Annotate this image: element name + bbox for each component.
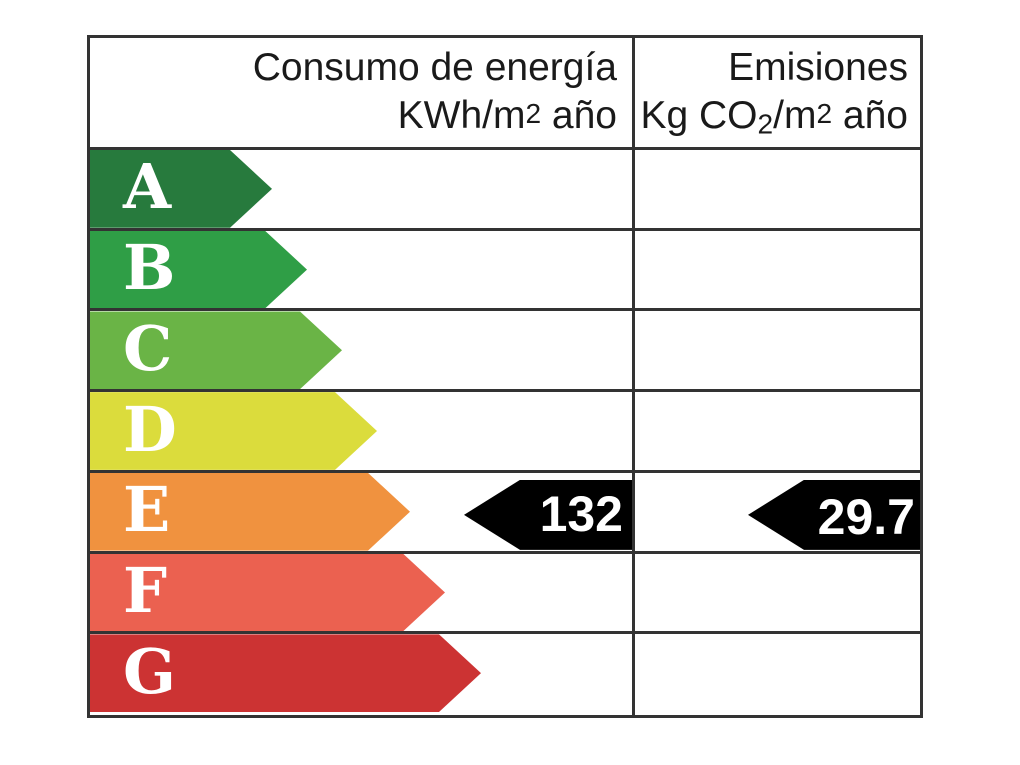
consumption-value-arrow: 132 [464, 479, 632, 550]
emissions-unit: Kg CO2/m2 año [640, 93, 908, 140]
rating-letter-g: G [123, 634, 176, 708]
rating-arrow-g: G [90, 634, 481, 712]
emissions-unit-exponent: 2 [816, 98, 833, 129]
table-header: Consumo de energía KWh/m2 año Emisiones … [90, 38, 920, 150]
rating-arrow-d: D [90, 392, 377, 470]
rating-letter-b: B [123, 231, 176, 305]
rating-row-d: D [90, 389, 920, 470]
emissions-header: Emisiones Kg CO2/m2 año [635, 45, 920, 147]
energy-label-table: Consumo de energía KWh/m2 año Emisiones … [87, 35, 923, 718]
consumption-unit-exponent: 2 [525, 98, 542, 129]
rating-row-c: C [90, 308, 920, 389]
consumption-value: 132 [539, 485, 623, 542]
emissions-value: 29.7 [817, 488, 915, 545]
emissions-title: Emisiones [728, 46, 908, 89]
rating-row-b: B [90, 227, 920, 309]
rating-row-a: A [90, 150, 920, 228]
rating-arrow-a: A [90, 150, 272, 228]
rating-letter-c: C [123, 311, 173, 385]
rating-arrow-f: F [90, 554, 445, 632]
rating-letter-e: E [123, 473, 171, 547]
rating-letter-f: F [123, 553, 168, 627]
consumption-unit: KWh/m2 año [397, 93, 617, 137]
rating-arrow-b: B [90, 231, 307, 309]
rating-letter-a: A [123, 150, 172, 224]
rating-row-e: E 132 29.7 [90, 469, 920, 551]
column-divider [632, 38, 635, 715]
rating-arrow-e: E [90, 473, 410, 551]
consumption-title: Consumo de energía [252, 46, 617, 89]
rating-row-f: F [90, 550, 920, 632]
rating-row-g: G [90, 631, 920, 712]
rating-rows: A B C D E [90, 150, 920, 712]
consumption-header: Consumo de energía KWh/m2 año [90, 45, 635, 147]
rating-letter-d: D [123, 392, 177, 466]
emissions-unit-subscript: 2 [757, 108, 774, 140]
rating-arrow-c: C [90, 311, 342, 389]
emissions-value-arrow: 29.7 [748, 479, 920, 550]
